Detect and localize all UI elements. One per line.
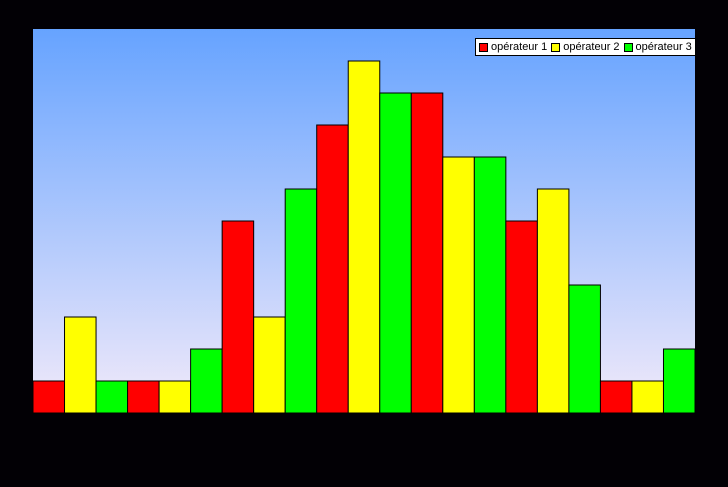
legend-swatch [479,42,488,52]
legend-swatch [551,42,561,52]
bar-5-series-1 [410,92,444,414]
bar-7-series-3 [662,348,696,414]
bar-6-series-1 [505,220,538,414]
bar-2-series-1 [127,380,160,414]
bar-7-series-2 [631,380,664,414]
bar-4-series-3 [379,92,412,414]
legend-item-operateur-2: opérateur 2 [551,41,620,53]
bar-2-series-2 [158,380,192,414]
bar-7-series-1 [599,380,633,414]
bar-3-series-3 [284,188,318,414]
bar-5-series-3 [473,156,507,414]
bar-4-series-2 [347,60,381,414]
bar-6-series-2 [536,188,570,414]
legend-swatch [623,42,633,52]
legend-item-operateur-1: opérateur 1 [479,41,547,53]
legend: opérateur 1 opérateur 2 opérateur 3 [475,38,696,56]
bar-1-series-3 [95,380,129,414]
bar-3-series-2 [253,316,286,414]
bars [32,60,696,414]
bar-3-series-1 [221,220,255,414]
legend-item-operateur-3: opérateur 3 [623,41,692,53]
bar-1-series-1 [32,380,66,414]
bar-1-series-2 [64,316,97,414]
legend-label: opérateur 2 [563,41,620,53]
bar-6-series-3 [568,284,601,414]
legend-label: opérateur 3 [635,41,692,53]
bar-5-series-2 [442,156,475,414]
legend-label: opérateur 1 [491,41,548,53]
bar-4-series-1 [316,124,349,414]
bar-2-series-3 [190,348,223,414]
